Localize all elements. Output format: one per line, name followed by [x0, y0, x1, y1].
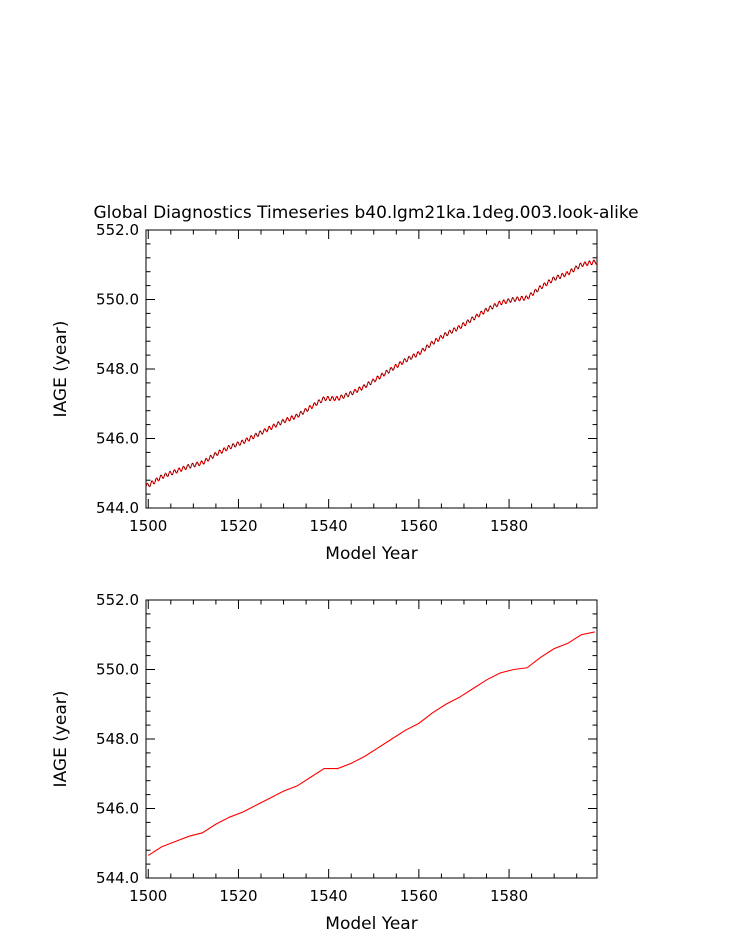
y-tick-label: 544.0 — [96, 869, 139, 887]
y-axis-label: IAGE (year) — [51, 321, 71, 418]
y-tick-label: 550.0 — [96, 291, 139, 309]
x-tick-label: 1540 — [310, 887, 348, 905]
x-tick-label: 1500 — [129, 517, 167, 535]
series-line-monthly-red — [145, 259, 598, 488]
x-tick-label: 1520 — [219, 517, 257, 535]
series-line-annual — [147, 631, 595, 856]
timeseries-panel-monthly: 1500 1520 1540 1560 1580 544.0 546.0 548.0 550.0… — [51, 221, 598, 564]
x-tick-label: 1580 — [490, 887, 528, 905]
x-tick-label: 1580 — [490, 517, 528, 535]
y-tick-label: 552.0 — [96, 591, 139, 609]
figure-title: Global Diagnostics Timeseries b40.lgm21k… — [93, 203, 638, 223]
y-tick-label: 550.0 — [96, 661, 139, 679]
x-tick-label: 1560 — [400, 887, 438, 905]
plot-frame — [145, 229, 598, 509]
x-axis-label: Model Year — [325, 544, 417, 564]
y-tick-label: 544.0 — [96, 499, 139, 517]
x-tick-label: 1540 — [310, 517, 348, 535]
x-tick-label: 1500 — [129, 887, 167, 905]
y-tick-label: 546.0 — [96, 800, 139, 818]
x-tick-label: 1520 — [219, 887, 257, 905]
y-axis-label: IAGE (year) — [51, 691, 71, 788]
series-line-monthly-black — [145, 259, 598, 487]
y-tick-label: 546.0 — [96, 430, 139, 448]
y-tick-label: 548.0 — [96, 730, 139, 748]
x-axis-label: Model Year — [325, 914, 417, 934]
y-tick-label: 548.0 — [96, 360, 139, 378]
plot-frame — [145, 599, 598, 879]
x-tick-label: 1560 — [400, 517, 438, 535]
y-tick-label: 552.0 — [96, 221, 139, 239]
timeseries-panel-annual: 1500 1520 1540 1560 1580 544.0 546.0 548.0 550.0… — [51, 591, 598, 934]
